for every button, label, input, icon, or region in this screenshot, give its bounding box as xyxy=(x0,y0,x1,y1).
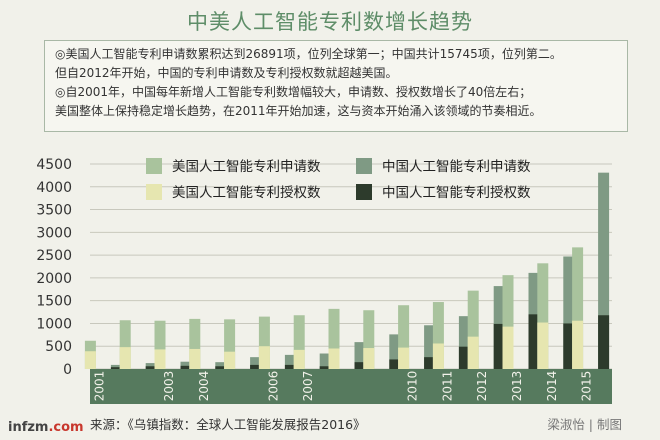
bar-cn-grant xyxy=(250,364,262,369)
y-tick-label: 500 xyxy=(45,339,72,355)
x-tick-label: 2010 xyxy=(406,371,420,402)
note-line: 但自2012年开始，中国的专利申请数及专利授权数就超越美国。 xyxy=(55,66,398,80)
bar-us-grant xyxy=(224,351,236,369)
bar-us-grant xyxy=(328,348,340,369)
y-tick-label: 4000 xyxy=(36,180,72,196)
bar-us-apply xyxy=(537,263,549,369)
chart-title: 中美人工智能专利数增长趋势 xyxy=(187,10,473,34)
bar-cn-apply xyxy=(110,364,122,369)
y-tick-label: 1500 xyxy=(36,294,72,310)
notes-box: ◎美国人工智能专利申请数累积达到26891项，位列全球第一；中国共计15745项… xyxy=(44,40,628,132)
bar-cn-grant xyxy=(458,346,470,369)
legend-swatch xyxy=(356,184,372,200)
legend-swatch xyxy=(146,184,162,200)
legend-label: 美国人工智能专利申请数 xyxy=(172,159,321,175)
bar-us-apply xyxy=(467,290,479,369)
bar-us-grant xyxy=(258,346,270,369)
bar-us-apply xyxy=(328,308,340,369)
y-tick-label: 3500 xyxy=(36,203,72,219)
bar-chart: 0 500 1000 1500 2000 2500 3000 3500 4000 4500 2001… xyxy=(36,157,612,404)
bar-cn-grant xyxy=(215,366,227,369)
y-tick-label: 1000 xyxy=(36,316,72,332)
bar-us-grant xyxy=(398,347,410,369)
x-tick-label: 2012 xyxy=(475,371,489,402)
bar-cn-grant xyxy=(319,366,331,369)
note-line: 美国整体上保持稳定增长趋势，在2011年开始加速，这与资本开始涌入该领域的节奏相… xyxy=(55,104,542,118)
bar-us-grant xyxy=(119,347,131,369)
legend-swatch xyxy=(356,158,372,174)
bar-us-apply xyxy=(224,319,236,369)
x-tick-label: 2013 xyxy=(510,371,524,402)
y-tick-label: 0 xyxy=(63,362,72,378)
bar-cn-apply xyxy=(250,357,262,369)
bar-cn-apply xyxy=(563,256,575,369)
bar-us-grant xyxy=(537,322,549,369)
watermark-main: infzm xyxy=(8,420,49,435)
y-tick-label: 2000 xyxy=(36,271,72,287)
bar-us-apply xyxy=(189,318,201,369)
bar-cn-apply xyxy=(389,334,401,369)
legend-label: 中国人工智能专利授权数 xyxy=(382,184,531,201)
legend-label: 中国人工智能专利申请数 xyxy=(382,159,531,175)
bar-us-grant xyxy=(502,326,514,369)
y-tick-label: 4500 xyxy=(36,157,72,173)
x-tick-label: 2003 xyxy=(162,371,176,402)
bar-cn-grant xyxy=(110,367,122,369)
credit-note: 梁淑怡 | 制图 xyxy=(547,417,622,432)
bar-cn-apply xyxy=(180,361,192,369)
bar-cn-apply xyxy=(354,342,366,369)
bar-cn-grant xyxy=(424,357,436,369)
bar-us-grant xyxy=(467,336,479,369)
x-tick-label: 2015 xyxy=(580,371,594,402)
source-note: 来源：《乌镇指数：全球人工智能发展报告2016》 xyxy=(90,417,366,432)
legend-swatch xyxy=(146,158,162,174)
x-tick-label: 2001 xyxy=(92,371,106,402)
watermark-suffix: .com xyxy=(48,420,84,435)
x-tick-label: 2011 xyxy=(440,371,454,402)
bar-us-apply xyxy=(154,320,166,369)
bar-us-apply xyxy=(293,315,305,369)
bar-cn-apply xyxy=(145,363,157,369)
bar-us-grant xyxy=(84,351,96,369)
bar-us-apply xyxy=(572,247,584,369)
bar-cn-grant xyxy=(354,362,366,369)
x-tick-label: 2007 xyxy=(301,371,315,402)
y-tick-label: 3000 xyxy=(36,225,72,241)
bar-cn-grant xyxy=(493,323,505,369)
bar-us-grant xyxy=(154,349,166,369)
bar-us-apply xyxy=(502,275,514,369)
bar-cn-grant xyxy=(563,323,575,369)
x-axis-band xyxy=(90,369,612,404)
bar-us-grant xyxy=(572,320,584,369)
bar-us-grant xyxy=(432,343,444,369)
bar-cn-grant xyxy=(145,366,157,369)
bar-cn-apply xyxy=(319,353,331,369)
bar-cn-grant xyxy=(389,359,401,369)
bar-cn-grant xyxy=(598,315,610,369)
bar-us-apply xyxy=(119,320,131,369)
y-tick-label: 2500 xyxy=(36,248,72,264)
x-tick-label: 2006 xyxy=(266,371,280,402)
bar-us-grant xyxy=(189,348,201,369)
x-tick-label: 2014 xyxy=(545,371,559,402)
bar-cn-apply xyxy=(424,325,436,369)
bar-cn-apply xyxy=(458,316,470,369)
bar-us-apply xyxy=(258,316,270,369)
bar-cn-apply xyxy=(215,362,227,369)
x-tick-label: 2004 xyxy=(197,371,211,402)
note-line: ◎美国人工智能专利申请数累积达到26891项，位列全球第一；中国共计15745项… xyxy=(55,47,562,61)
bar-cn-apply xyxy=(284,354,296,369)
bar-us-apply xyxy=(363,310,375,369)
legend-label: 美国人工智能专利授权数 xyxy=(172,184,321,201)
bar-cn-apply xyxy=(598,172,610,369)
bar-us-grant xyxy=(363,348,375,369)
bar-cn-grant xyxy=(284,364,296,369)
bar-us-grant xyxy=(293,349,305,369)
bar-cn-grant xyxy=(180,365,192,369)
bar-us-apply xyxy=(432,302,444,369)
note-line: ◎自2001年，中国每年新增人工智能专利数增幅较大，申请数、授权数增长了40倍左… xyxy=(55,85,532,99)
site-watermark: infzm.com xyxy=(8,420,84,435)
bar-us-apply xyxy=(398,305,410,369)
bar-cn-grant xyxy=(528,314,540,369)
